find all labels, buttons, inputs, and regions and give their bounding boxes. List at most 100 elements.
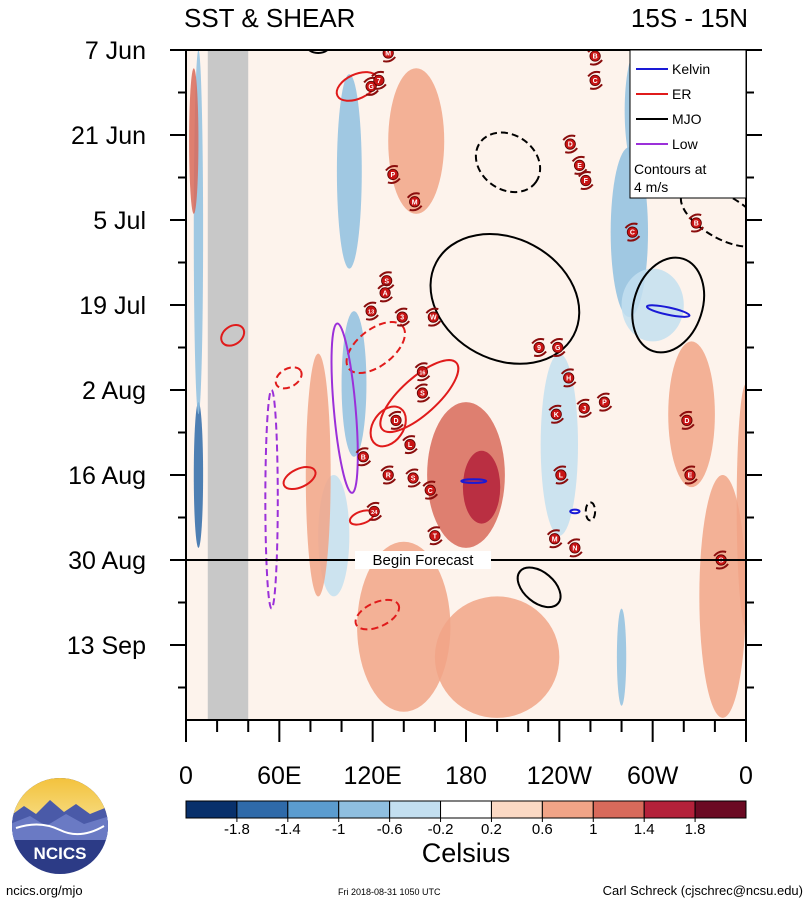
chart-title-right: 15S - 15N: [631, 3, 748, 33]
x-tick-label: 0: [179, 762, 193, 790]
storm-marker: J: [576, 398, 592, 418]
storm-symbol-disk: [396, 311, 408, 323]
y-tick-label: 7 Jun: [85, 37, 146, 65]
storm-symbol-disk: [684, 469, 696, 481]
y-tick-label: 19 Jul: [79, 292, 146, 320]
anomaly-patch: [668, 341, 715, 488]
storm-label: J: [582, 406, 586, 413]
storm-label: L: [408, 442, 413, 449]
footer-timestamp: Fri 2018-08-31 1050 UTC: [338, 887, 441, 897]
y-tick-label: 21 Jun: [71, 122, 146, 150]
storm-label: S: [411, 476, 416, 483]
colorbar-label: Celsius: [422, 838, 511, 868]
anomaly-patch: [699, 475, 746, 718]
contour-kelvin-solid: [645, 304, 691, 318]
colorbar-tick-label: -1: [332, 821, 345, 838]
storm-marker: 9: [531, 338, 547, 357]
storm-label: K: [554, 412, 559, 419]
storm-label: S: [420, 391, 425, 398]
colorbar-segment: [440, 800, 492, 819]
contour-kelvin-solid: [569, 508, 581, 515]
contour-mjo-solid: [631, 256, 706, 354]
storm-symbol-disk: [681, 414, 693, 426]
storm-label: G: [718, 558, 724, 565]
legend-low-label: Low: [672, 136, 699, 152]
anomaly-patch: [462, 450, 501, 524]
storm-label: P: [602, 400, 607, 407]
colorbar-tick-label: 1: [589, 821, 597, 838]
storm-symbol-disk: [382, 50, 394, 59]
anomaly-patch: [189, 68, 199, 214]
storm-marker: M: [382, 50, 396, 63]
storm-label: 24: [371, 510, 378, 516]
storm-symbol-disk: [381, 275, 393, 287]
storm-symbol-icon: [596, 392, 613, 412]
storm-marker: B: [355, 447, 372, 467]
contour-er-dashed: [274, 366, 303, 390]
storm-symbol-disk: [589, 74, 601, 86]
storm-symbol-icon: [679, 410, 695, 430]
storm-marker: M: [546, 529, 563, 549]
storm-label: C: [593, 78, 598, 85]
colorbar-tick-label: 0.6: [532, 821, 553, 838]
storm-marker: C: [587, 70, 603, 90]
storm-symbol-icon: [576, 398, 592, 418]
storm-symbol-icon: [550, 338, 566, 357]
storm-label: M: [552, 536, 558, 543]
contour-mjo-solid: [429, 233, 581, 365]
storm-symbol-icon: [587, 50, 603, 66]
storm-symbol-icon: [560, 368, 577, 388]
footer-author: Carl Schreck (cjschrec@ncsu.edu): [602, 883, 803, 898]
storm-symbol-disk: [416, 387, 429, 399]
storm-symbol-disk: [552, 341, 564, 354]
contour-mjo-solid: [516, 566, 562, 609]
storm-symbol-icon: [578, 171, 594, 191]
storm-marker: D: [562, 134, 578, 154]
chart-title-left: SST & SHEAR: [184, 3, 355, 33]
storm-symbol-icon: [548, 404, 564, 424]
storm-label: C: [630, 230, 635, 237]
storm-label: B: [361, 454, 366, 461]
storm-marker: K: [548, 404, 564, 424]
colorbar-tick-label: -0.2: [428, 821, 454, 838]
storm-label: R: [386, 473, 391, 480]
storm-marker: 13: [363, 301, 379, 321]
storm-symbol-disk: [580, 174, 592, 187]
storm-label: D: [393, 418, 398, 425]
storm-marker: C: [422, 480, 438, 500]
storm-symbol-icon: [531, 338, 547, 357]
storm-symbol-icon: [406, 192, 423, 212]
y-axis: 7 Jun 21 Jun 5 Jul 19 Jul 2 Aug 16 Aug 30 Aug 1…: [67, 37, 762, 689]
y-tick-label: 16 Aug: [68, 462, 146, 490]
storm-symbol-icon: [713, 550, 729, 570]
storm-label: T: [433, 533, 438, 540]
storm-label: B: [694, 221, 699, 228]
storm-marker: H: [560, 368, 577, 388]
footer-url: ncics.org/mjo: [6, 883, 83, 898]
storm-marker: E: [682, 465, 698, 485]
storm-marker: 3: [394, 307, 410, 327]
contour-low-solid: [330, 322, 359, 494]
storm-label: N: [572, 545, 577, 552]
colorbar-tick-label: -1.8: [224, 821, 250, 838]
storm-symbol-icon: [366, 501, 382, 521]
storm-label: F: [584, 178, 589, 185]
y-tick-label: 30 Aug: [68, 547, 146, 575]
storm-marker: 7: [371, 70, 387, 90]
anomaly-patch: [305, 353, 331, 597]
anomaly-patches: [189, 50, 746, 718]
storm-symbol-disk: [569, 542, 581, 554]
storm-symbol-disk: [578, 402, 590, 414]
y-tick-label: 13 Sep: [67, 632, 146, 660]
storm-symbol-disk: [598, 396, 611, 408]
storm-label: 7: [377, 78, 381, 85]
y-tick-label: 2 Aug: [82, 377, 146, 405]
colorbar-segment: [643, 800, 696, 819]
storm-label: M: [385, 51, 391, 58]
storm-label: G: [555, 345, 561, 352]
storm-symbol-disk: [357, 451, 369, 463]
storm-symbol-icon: [688, 213, 704, 233]
